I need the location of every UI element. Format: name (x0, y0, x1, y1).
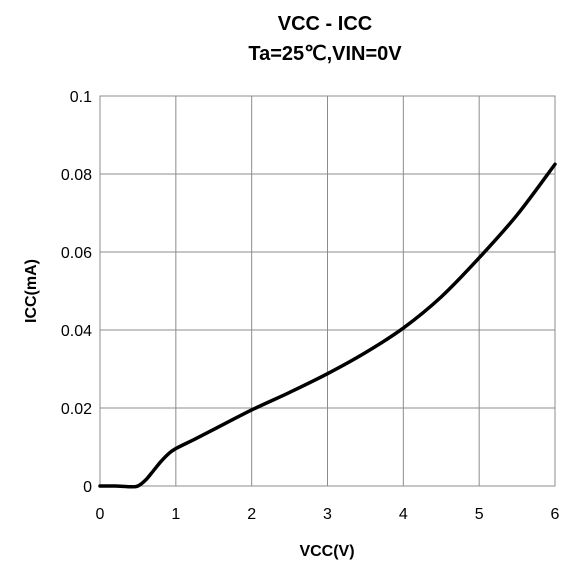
y-tick-label: 0.02 (61, 401, 92, 418)
x-tick-label: 3 (323, 506, 332, 523)
x-tick-label: 1 (171, 506, 180, 523)
chart-title: VCC - ICC (278, 13, 372, 35)
y-tick-labels: 0 0.02 0.04 0.06 0.08 0.1 (61, 89, 92, 496)
x-tick-label: 0 (96, 506, 105, 523)
series-line (98, 162, 557, 489)
series-layer (98, 162, 557, 489)
x-axis-title: VCC(V) (299, 543, 354, 560)
gridlines (99, 95, 556, 487)
y-tick-label: 0.04 (61, 323, 92, 340)
x-tick-labels: 0 1 2 3 4 5 6 (96, 506, 560, 523)
x-tick-label: 5 (475, 506, 484, 523)
y-axis-title: ICC(mA) (23, 259, 40, 323)
x-tick-label: 2 (247, 506, 256, 523)
y-tick-label: 0.1 (70, 89, 92, 106)
chart-subtitle: Ta=25℃,VIN=0V (248, 43, 402, 65)
plot-area-frame (99, 95, 556, 487)
y-tick-label: 0.08 (61, 167, 92, 184)
y-tick-label: 0 (83, 479, 92, 496)
x-tick-label: 6 (551, 506, 560, 523)
x-tick-label: 4 (399, 506, 408, 523)
y-tick-label: 0.06 (61, 245, 92, 262)
